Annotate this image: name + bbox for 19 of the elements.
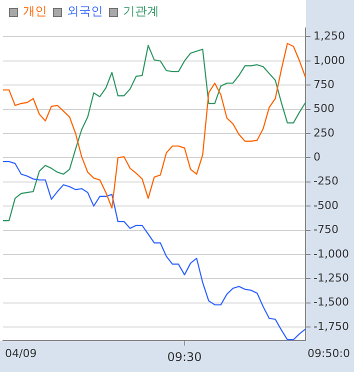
y-tick-label: -500 bbox=[314, 198, 339, 212]
y-tick-label: 0 bbox=[314, 150, 321, 164]
text: 09:50:0 bbox=[308, 346, 350, 360]
text: 04/09 bbox=[5, 346, 37, 360]
y-tick-label: -750 bbox=[314, 223, 339, 236]
y-tick-label: -250 bbox=[314, 174, 339, 188]
text: 개인 bbox=[23, 4, 47, 18]
x-tick-label: 09:30 bbox=[167, 350, 202, 364]
y-tick-label: -1,750 bbox=[314, 320, 350, 333]
y-tick-label: 750 bbox=[314, 78, 335, 91]
y-tick-label: 500 bbox=[314, 102, 335, 116]
text: 외국인 bbox=[67, 4, 103, 18]
text: 기관계 bbox=[123, 4, 159, 18]
y-tick-label: -1,500 bbox=[314, 296, 350, 309]
y-tick-label: 1,000 bbox=[314, 54, 346, 67]
y-tick-label: 1,250 bbox=[314, 30, 346, 43]
y-tick-label: -1,000 bbox=[314, 247, 350, 260]
y-tick-label: -1,250 bbox=[314, 272, 350, 285]
y-tick-label: 250 bbox=[314, 126, 335, 140]
